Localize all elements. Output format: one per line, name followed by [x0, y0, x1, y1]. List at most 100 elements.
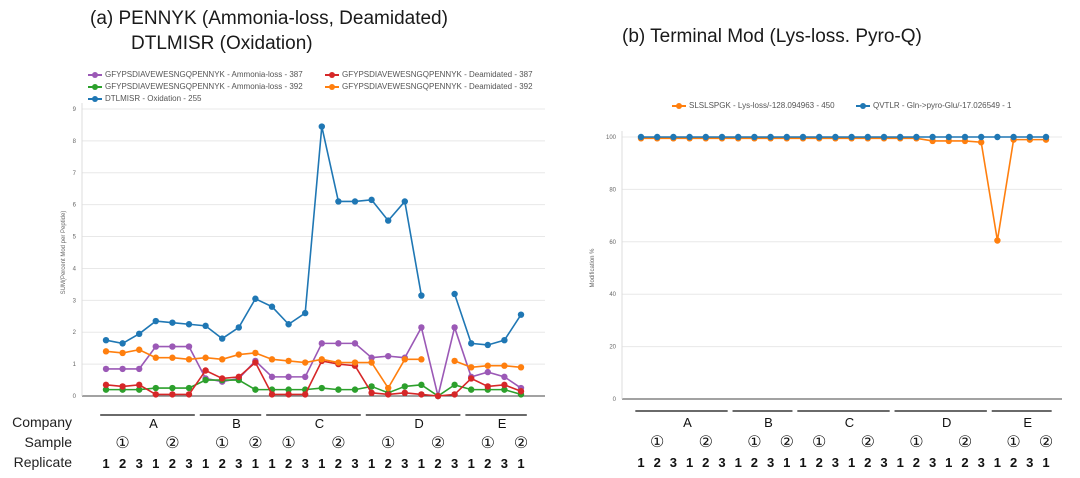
replicate-label: 1: [268, 456, 275, 471]
legend-a-item[interactable]: GFYPSDIAVEWESNGQPENNYK - Deamidated - 38…: [325, 70, 533, 79]
data-point: [102, 386, 110, 393]
company-label: E: [1023, 415, 1032, 430]
row-label-sample: Sample: [24, 434, 72, 450]
data-point: [136, 381, 143, 389]
data-point: [285, 386, 292, 393]
sample-label: ②: [331, 435, 345, 452]
data-point: [368, 359, 375, 366]
data-point: [268, 391, 276, 398]
data-point: [385, 217, 392, 224]
data-point: [302, 373, 309, 381]
data-point: [318, 340, 325, 347]
legend-swatch: [88, 83, 102, 91]
company-label: E: [498, 416, 507, 431]
data-point: [718, 133, 726, 141]
y-tick-label: 9: [73, 107, 77, 113]
data-point: [335, 386, 342, 393]
replicate-label: 1: [318, 456, 325, 471]
data-point: [418, 356, 425, 363]
chart-b-title: (b) Terminal Mod (Lys-loss. Pyro-Q): [622, 26, 922, 47]
chart-a-title-line2: DTLMISR (Oxidation): [131, 33, 313, 54]
data-point: [994, 133, 1001, 141]
company-label: B: [232, 416, 241, 431]
data-point: [994, 237, 1001, 244]
data-point: [136, 346, 143, 353]
replicate-label: 3: [401, 456, 408, 471]
data-point: [913, 133, 920, 141]
data-point: [484, 368, 491, 376]
data-point: [235, 351, 242, 358]
data-point: [385, 352, 392, 360]
data-point: [351, 340, 359, 347]
data-point: [318, 356, 325, 363]
data-point: [468, 364, 475, 371]
replicate-label: 1: [945, 455, 952, 470]
replicate-label: 1: [686, 455, 693, 470]
sample-label: ①: [381, 435, 395, 452]
data-point: [385, 391, 392, 398]
data-point: [351, 386, 359, 393]
replicate-label: 2: [335, 456, 342, 471]
data-point: [268, 356, 276, 363]
replicate-label: 3: [136, 456, 143, 471]
replicate-label: 2: [169, 456, 176, 471]
sample-label: ②: [514, 435, 528, 452]
sample-label: ②: [431, 435, 445, 452]
replicate-label: 2: [119, 456, 126, 471]
replicate-label: 3: [235, 456, 242, 471]
replicate-label: 3: [351, 456, 358, 471]
y-axis-title: SUM(Percent Mod per Peptide): [61, 211, 67, 295]
data-point: [501, 381, 508, 389]
sample-label: ①: [1006, 434, 1020, 451]
data-point: [102, 381, 110, 389]
legend-b-item[interactable]: QVTLR - Gln->pyro-Glu/-17.026549 - 1: [856, 101, 1012, 110]
data-point: [1042, 133, 1050, 141]
replicate-label: 1: [517, 456, 524, 471]
data-point: [864, 133, 871, 141]
data-point: [169, 384, 176, 392]
sample-label: ①: [281, 435, 295, 452]
row-label-replicate: Replicate: [13, 454, 72, 470]
replicate-label: 1: [735, 455, 742, 470]
replicate-label: 2: [484, 456, 491, 471]
data-point: [484, 362, 491, 369]
data-point: [484, 341, 491, 349]
replicate-label: 2: [751, 455, 758, 470]
legend-b-item[interactable]: SLSLSPGK - Lys-loss/-128.094963 - 450: [672, 101, 835, 110]
data-point: [351, 198, 359, 205]
data-point: [152, 354, 159, 361]
data-point: [169, 343, 176, 350]
legend-a-item[interactable]: GFYPSDIAVEWESNGQPENNYK - Deamidated - 39…: [325, 82, 533, 91]
y-tick-label: 20: [609, 345, 616, 351]
data-point: [385, 384, 392, 392]
data-point: [686, 133, 693, 141]
data-point: [152, 384, 159, 392]
data-point: [219, 356, 226, 363]
legend-a-item[interactable]: DTLMISR - Oxidation - 255: [88, 94, 201, 103]
replicate-label: 1: [368, 456, 375, 471]
data-point: [517, 388, 525, 395]
replicate-label: 1: [102, 456, 109, 471]
data-point: [285, 321, 292, 328]
data-point: [185, 384, 193, 392]
data-point: [351, 359, 359, 366]
y-tick-label: 2: [73, 330, 77, 336]
legend-a-item[interactable]: GFYPSDIAVEWESNGQPENNYK - Ammonia-loss - …: [88, 70, 303, 79]
company-label: D: [942, 415, 951, 430]
data-point: [368, 383, 375, 390]
replicate-label: 2: [913, 455, 920, 470]
data-point: [169, 391, 176, 398]
data-point: [152, 343, 159, 350]
legend-a-item[interactable]: GFYPSDIAVEWESNGQPENNYK - Ammonia-loss - …: [88, 82, 303, 91]
data-point: [169, 319, 176, 326]
data-point: [1026, 133, 1034, 141]
data-point: [451, 357, 458, 365]
replicate-label: 1: [1042, 455, 1049, 470]
y-tick-label: 60: [609, 240, 616, 246]
data-point: [945, 133, 952, 141]
sample-label: ②: [1039, 434, 1053, 451]
sample-label: ②: [248, 435, 262, 452]
y-tick-label: 80: [609, 187, 616, 193]
replicate-label: 3: [185, 456, 192, 471]
